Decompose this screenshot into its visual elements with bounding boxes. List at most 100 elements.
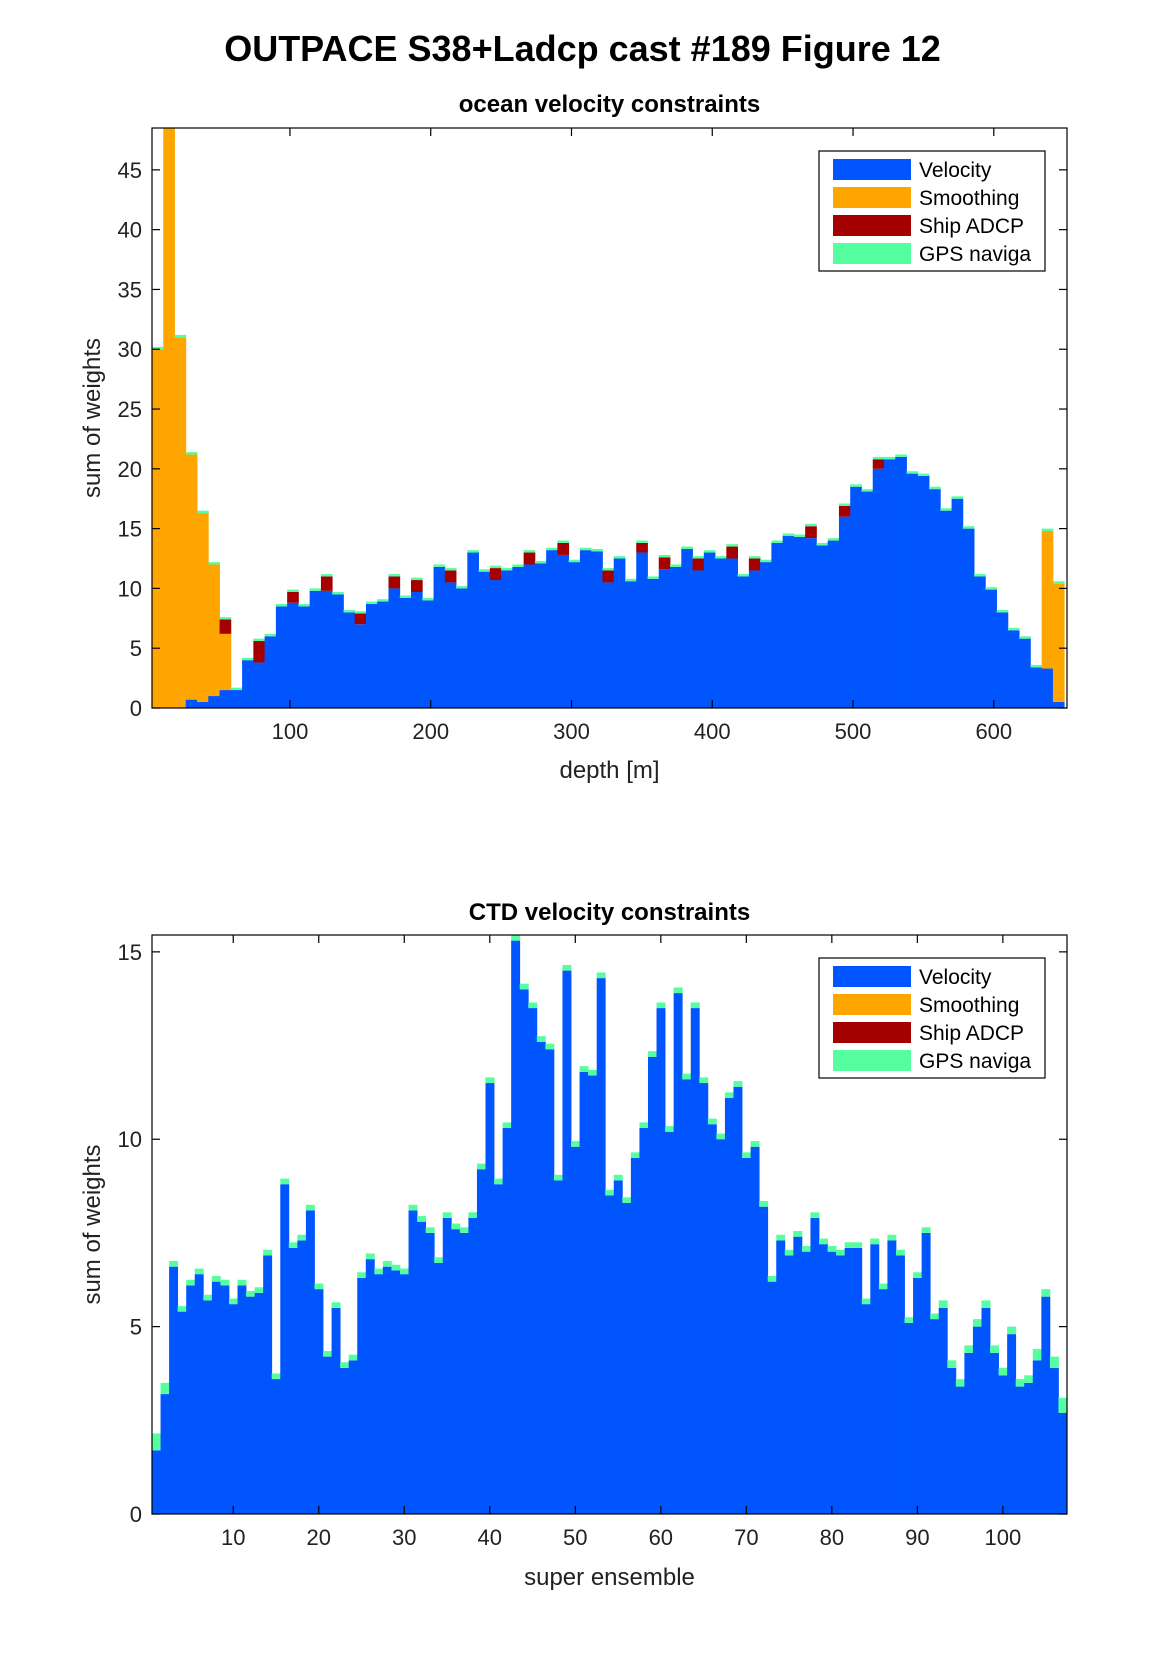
x-tick-label: 80 <box>820 1525 844 1550</box>
bar-velocity <box>964 1352 974 1514</box>
bar-velocity <box>391 1270 401 1514</box>
bar-velocity <box>246 1296 256 1514</box>
bar-velocity <box>444 582 457 708</box>
bar-gps-naviga <box>1015 1379 1025 1387</box>
x-tick-label: 40 <box>478 1525 502 1550</box>
x-tick-label: 100 <box>985 1525 1022 1550</box>
bar-velocity <box>782 535 795 708</box>
bar-velocity <box>152 1450 161 1514</box>
bar-velocity <box>707 1124 717 1514</box>
bar-velocity <box>287 602 299 708</box>
bar-velocity <box>425 1232 435 1514</box>
bar-gps-naviga <box>895 454 907 457</box>
bar-gps-naviga <box>579 547 592 551</box>
bar-velocity <box>884 459 896 708</box>
bar-gps-naviga <box>630 1152 640 1158</box>
bar-gps-naviga <box>377 599 389 602</box>
y-tick-label: 5 <box>130 636 142 661</box>
bars-group <box>152 935 1067 1514</box>
y-tick-label: 20 <box>118 457 142 482</box>
bar-gps-naviga <box>408 1204 418 1211</box>
bar-velocity <box>253 662 266 708</box>
bar-gps-naviga <box>502 1122 512 1128</box>
bar-velocity <box>1015 1386 1025 1514</box>
bar-velocity <box>665 1131 675 1514</box>
bar-velocity <box>816 545 829 708</box>
bar-gps-naviga <box>1058 1397 1067 1413</box>
bar-gps-naviga <box>422 597 434 601</box>
bar-gps-naviga <box>904 1317 914 1323</box>
bar-ship-adcp <box>388 576 401 589</box>
bar-gps-naviga <box>467 550 479 553</box>
bar-ship-adcp <box>320 576 333 591</box>
bar-gps-naviga <box>494 1178 504 1185</box>
bar-smoothing <box>1052 583 1065 703</box>
bar-gps-naviga <box>870 1238 880 1245</box>
bar-gps-naviga <box>588 1069 598 1076</box>
bar-gps-naviga <box>275 603 288 607</box>
bar-velocity <box>776 1240 786 1514</box>
bar-gps-naviga <box>169 1261 179 1267</box>
bar-velocity <box>197 702 209 708</box>
bar-velocity <box>805 538 817 708</box>
bar-velocity <box>382 1266 392 1514</box>
bar-gps-naviga <box>681 546 693 549</box>
bar-gps-naviga <box>434 1257 444 1263</box>
axes-box <box>151 934 1068 1515</box>
bar-gps-naviga <box>468 1212 478 1218</box>
bar-velocity <box>228 1304 238 1514</box>
bar-gps-naviga <box>545 1043 555 1050</box>
bar-gps-naviga <box>512 564 525 567</box>
bar-gps-naviga <box>690 1002 700 1009</box>
bar-velocity <box>1019 638 1031 708</box>
bar-gps-naviga <box>810 1212 820 1218</box>
bar-ship-adcp <box>692 558 705 571</box>
bar-velocity <box>579 550 592 708</box>
bar-gps-naviga <box>962 526 975 529</box>
x-tick-label: 30 <box>392 1525 416 1550</box>
bar-gps-naviga <box>297 1234 307 1241</box>
legend-swatch <box>833 159 911 180</box>
bar-velocity <box>254 1292 264 1514</box>
bar-velocity <box>485 1083 495 1514</box>
bar-gps-naviga <box>511 935 521 941</box>
bar-gps-naviga <box>323 1350 332 1357</box>
x-tick-label: 50 <box>563 1525 587 1550</box>
bar-gps-naviga <box>534 560 547 564</box>
legend: Velocity Smoothing Ship ADCP GPS naviga <box>818 957 1046 1079</box>
bar-velocity <box>861 1304 871 1514</box>
bar-gps-naviga <box>553 1174 563 1181</box>
legend-label: Ship ADCP <box>919 215 1024 238</box>
bar-gps-naviga <box>211 1276 221 1282</box>
bar-gps-naviga <box>177 1306 187 1312</box>
bar-gps-naviga <box>974 574 986 577</box>
legend-swatch <box>833 243 911 264</box>
bar-gps-naviga <box>411 577 423 581</box>
bar-gps-naviga <box>906 471 919 474</box>
bar-velocity <box>579 1071 589 1514</box>
bar-velocity <box>760 562 772 708</box>
bar-gps-naviga <box>425 1227 435 1233</box>
bar-velocity <box>636 552 648 708</box>
bar-velocity <box>230 690 243 708</box>
bar-velocity <box>767 1281 777 1514</box>
bar-velocity <box>1032 1360 1042 1514</box>
bar-velocity <box>985 589 998 708</box>
bar-gps-naviga <box>872 456 885 460</box>
x-tick-label: 600 <box>975 719 1012 744</box>
bar-ship-adcp <box>253 641 266 663</box>
bar-velocity <box>1049 1367 1059 1514</box>
bar-gps-naviga <box>1049 1356 1059 1368</box>
bar-velocity <box>1030 667 1043 708</box>
bar-velocity <box>186 1285 196 1514</box>
bar-gps-naviga <box>264 633 277 637</box>
bar-velocity <box>699 1083 709 1514</box>
panel-title: CTD velocity constraints <box>469 899 750 926</box>
bar-gps-naviga <box>682 1073 692 1080</box>
bar-gps-naviga <box>895 1249 905 1256</box>
bar-velocity <box>1052 702 1065 708</box>
bar-velocity <box>456 588 468 708</box>
bar-velocity <box>523 564 536 708</box>
bar-gps-naviga <box>365 601 378 604</box>
